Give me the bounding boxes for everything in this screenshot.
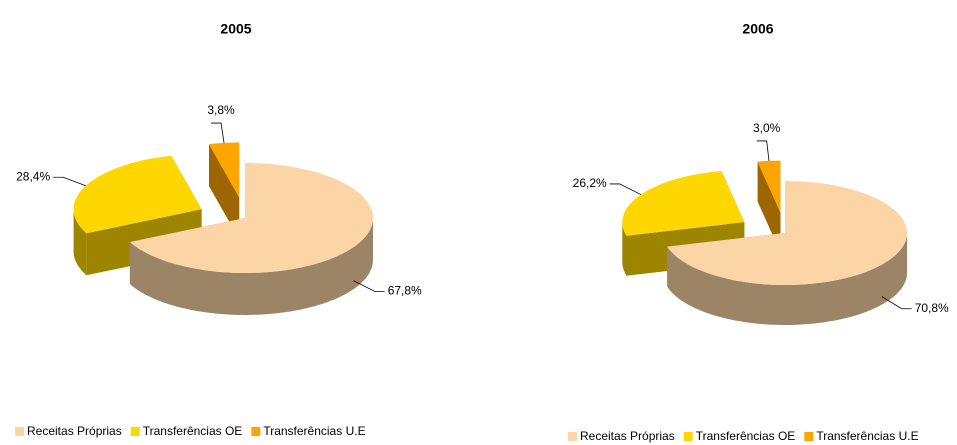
pie-slice	[667, 181, 907, 285]
chart-title: 2006	[742, 21, 773, 37]
slice-side	[667, 233, 907, 325]
slice-side	[73, 209, 87, 276]
legend-swatch	[130, 427, 140, 436]
legend-label: Transferências OE	[143, 424, 243, 438]
leader-line	[881, 296, 912, 310]
legend-label: Receitas Próprias	[27, 424, 122, 438]
legend-swatch	[804, 432, 814, 441]
data-label: 3,8%	[207, 103, 235, 117]
slice-side	[129, 218, 373, 315]
leader-line	[211, 122, 225, 143]
legend-label: Receitas Próprias	[580, 429, 675, 443]
legend-label: Transferências OE	[696, 429, 796, 443]
data-label: 3,0%	[753, 121, 781, 135]
slice-cut-face	[757, 161, 781, 253]
slice-side	[622, 222, 627, 276]
legend-swatch	[683, 432, 693, 441]
leader-line	[756, 140, 770, 161]
legend-label: Transferências U.E	[263, 424, 365, 438]
leader-line	[353, 280, 385, 292]
data-label: 26,2%	[573, 176, 607, 190]
pie-slice	[757, 160, 781, 213]
pie-slice	[209, 142, 240, 198]
legend-swatch	[15, 427, 24, 436]
legend-swatch	[251, 427, 261, 436]
chart-title: 2005	[220, 21, 251, 37]
leader-line	[53, 176, 86, 187]
leader-line	[609, 183, 642, 195]
pie-slice	[73, 155, 202, 234]
pie-slice	[129, 163, 373, 273]
data-label: 28,4%	[16, 169, 50, 183]
data-label: 70,8%	[915, 301, 949, 315]
data-label: 67,8%	[388, 284, 422, 298]
legend-swatch	[568, 432, 577, 441]
pie-slice	[622, 171, 745, 236]
legend-label: Transferências U.E	[816, 429, 918, 443]
slice-cut-face	[209, 144, 240, 240]
